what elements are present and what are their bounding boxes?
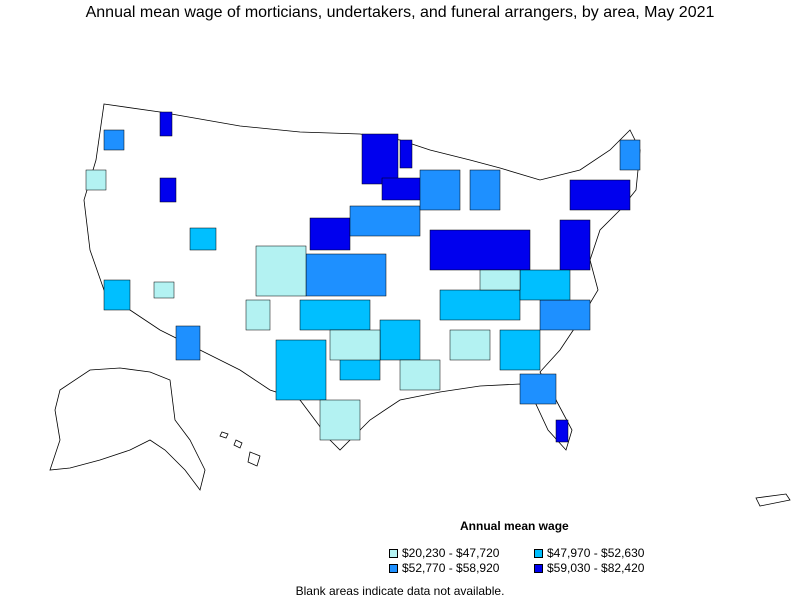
- region-upper-midwest: [381, 177, 423, 201]
- legend-swatch: [534, 563, 543, 573]
- legend-label: $59,030 - $82,420: [547, 561, 645, 575]
- region-oregon: [85, 169, 107, 191]
- region-texas-west: [275, 339, 327, 401]
- region-texas-south: [319, 399, 361, 441]
- footnote: Blank areas indicate data not available.: [295, 584, 505, 598]
- regions-tier-3: [103, 129, 641, 405]
- region-carolinas: [539, 299, 591, 331]
- region-kansas: [305, 253, 387, 297]
- hawaii-outline: [219, 431, 261, 467]
- region-idaho: [159, 177, 177, 203]
- region-michigan-up: [399, 139, 413, 169]
- region-arizona-south: [175, 325, 201, 361]
- region-northeast: [569, 179, 631, 211]
- regions-tier-2: [103, 227, 571, 401]
- state-outlines: [49, 103, 791, 507]
- region-nebraska-east: [309, 217, 351, 251]
- legend-label: $52,770 - $58,920: [402, 561, 500, 575]
- region-alabama: [449, 329, 491, 361]
- legend-swatch: [389, 548, 398, 558]
- region-washington-north: [159, 111, 173, 137]
- region-ohio-valley: [429, 229, 531, 271]
- legend-item-tier-1: $20,230 - $47,720: [389, 546, 499, 560]
- region-maine: [619, 139, 641, 171]
- region-florida: [519, 373, 557, 405]
- region-arkansas-north: [329, 329, 381, 361]
- region-oklahoma: [299, 299, 371, 331]
- region-arkansas: [379, 319, 421, 361]
- region-georgia: [499, 329, 541, 371]
- region-mid-atlantic: [559, 219, 591, 271]
- region-wisconsin: [419, 169, 461, 211]
- region-nevada-south: [153, 281, 175, 299]
- legend-label: $47,970 - $52,630: [547, 546, 645, 560]
- region-virginia: [519, 269, 571, 301]
- region-michigan: [469, 169, 501, 211]
- regions-tier-1: [85, 169, 521, 441]
- map-title: Annual mean wage of morticians, undertak…: [85, 4, 715, 21]
- legend-swatch: [389, 563, 398, 573]
- legend-title: Annual mean wage: [460, 519, 569, 533]
- region-colorado: [189, 227, 217, 251]
- region-california: [103, 279, 131, 311]
- legend-item-tier-4: $59,030 - $82,420: [534, 561, 644, 575]
- wage-regions: [85, 111, 641, 443]
- region-mississippi: [399, 359, 441, 391]
- region-washington-west: [103, 129, 125, 151]
- puerto-rico-outline: [755, 493, 791, 507]
- legend-item-tier-2: $47,970 - $52,630: [534, 546, 644, 560]
- region-minnesota: [361, 133, 399, 185]
- legend-item-tier-3: $52,770 - $58,920: [389, 561, 499, 575]
- legend-swatch: [534, 548, 543, 558]
- region-tennessee: [439, 289, 521, 321]
- region-colorado-east: [255, 245, 307, 297]
- region-florida-south: [555, 419, 569, 443]
- alaska-outline: [49, 367, 206, 491]
- region-new-mexico: [245, 299, 271, 331]
- region-kentucky: [479, 269, 521, 291]
- legend-label: $20,230 - $47,720: [402, 546, 500, 560]
- region-iowa: [349, 205, 421, 237]
